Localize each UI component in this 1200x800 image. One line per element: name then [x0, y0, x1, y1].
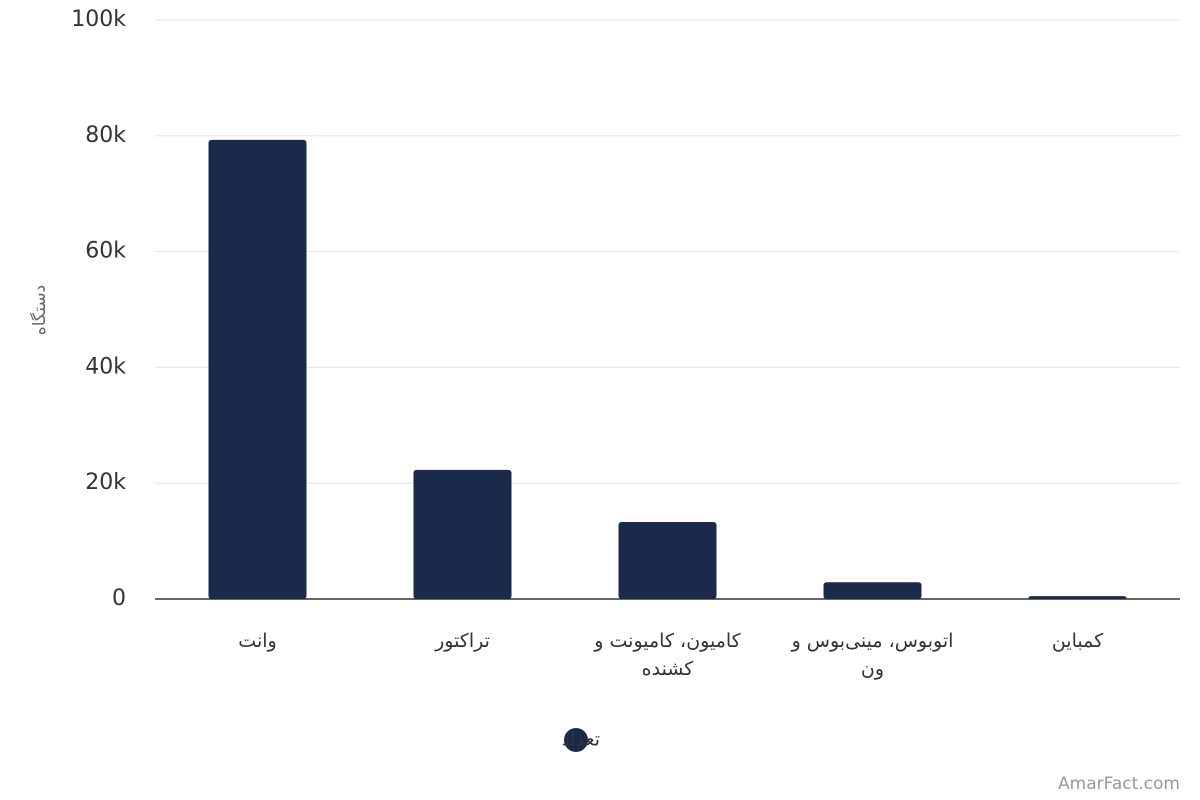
x-tick-label: تراکتور — [435, 630, 490, 652]
legend-marker — [564, 728, 588, 752]
bar — [618, 521, 717, 599]
bar — [1028, 596, 1127, 599]
bar — [823, 582, 922, 599]
y-tick-label: 80k — [85, 123, 126, 148]
y-tick-label: 100k — [71, 7, 126, 32]
x-tick-label: اتوبوس، مینی‌بوس و ون — [791, 630, 954, 680]
y-axis-title: دستگاه — [29, 285, 50, 335]
y-tick-label: 40k — [85, 354, 126, 379]
x-tick-label: وانت — [238, 630, 277, 652]
x-tick-label: کامیون، کامیونت و کشنده — [594, 630, 741, 680]
x-tick-label: کمباین — [1051, 630, 1104, 652]
y-tick-label: 60k — [85, 239, 126, 264]
y-tick-label: 0 — [112, 586, 126, 611]
bar — [413, 469, 512, 599]
legend-label: تعداد — [562, 729, 600, 751]
bar — [208, 139, 307, 599]
y-tick-label: 20k — [85, 470, 126, 495]
credit: AmarFact.com — [1058, 774, 1180, 794]
